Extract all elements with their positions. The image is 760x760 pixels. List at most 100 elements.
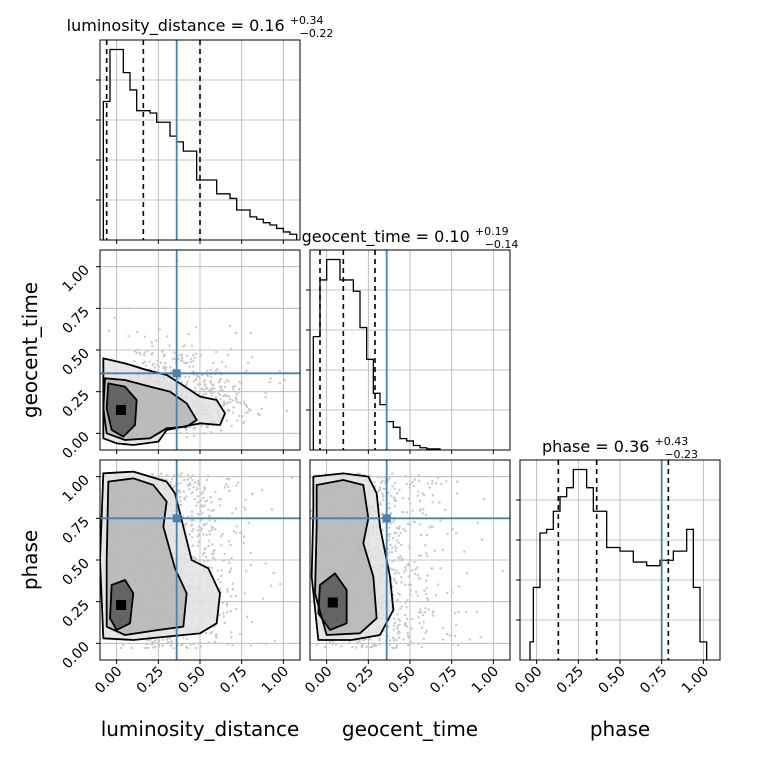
sample-point (203, 559, 206, 562)
sample-point (451, 642, 454, 646)
sample-point (231, 411, 235, 414)
sample-point (218, 504, 222, 507)
sample-point (186, 478, 190, 481)
sample-point (207, 508, 210, 511)
sample-point (479, 636, 482, 639)
sample-point (186, 474, 190, 477)
panel-content: 0.00 0.25 0.50 0.75 1.000.000.250.500.751.00… (59, 40, 720, 697)
sample-point (441, 548, 445, 552)
sample-point (232, 388, 235, 391)
y-tick-label: 0.75 (59, 304, 92, 337)
sample-point (211, 526, 215, 530)
sample-point (215, 633, 218, 636)
sample-point (395, 492, 399, 495)
sample-point (245, 369, 248, 372)
sample-point (183, 524, 187, 527)
x-tick-label: 1.00 (469, 664, 502, 697)
x-tick-label: 0.25 (554, 664, 587, 697)
sample-point (225, 419, 228, 422)
sample-point (231, 644, 234, 647)
sample-point (419, 533, 423, 537)
sample-point (425, 596, 429, 600)
sample-point (185, 436, 189, 439)
panel-layer (96, 40, 300, 244)
sample-point (212, 556, 215, 559)
sample-point (190, 510, 194, 513)
sample-point (261, 488, 264, 492)
sample-point (400, 543, 403, 547)
sample-point (107, 329, 110, 333)
sample-point (404, 475, 407, 478)
sample-point (235, 392, 238, 395)
sample-point (196, 529, 200, 532)
sample-point (187, 332, 190, 336)
sample-point (456, 644, 460, 647)
sample-point (441, 638, 445, 641)
sample-point (191, 365, 195, 368)
sample-point (245, 570, 248, 573)
sample-point (453, 634, 457, 638)
sample-point (226, 477, 229, 481)
sample-point (396, 624, 400, 627)
sample-point (268, 380, 271, 384)
sample-point (399, 607, 402, 611)
sample-point (183, 478, 186, 482)
sample-point (219, 581, 222, 584)
sample-point (168, 636, 172, 640)
sample-point (334, 642, 338, 646)
sample-point (264, 391, 267, 395)
sample-point (290, 476, 294, 479)
sample-point (393, 559, 396, 562)
sample-point (331, 412, 333, 414)
sample-point (246, 361, 250, 365)
sample-point (238, 414, 241, 418)
sample-point (153, 366, 157, 369)
sample-point (238, 380, 241, 384)
title-geocent-time: geocent_time = 0.10 +0.19 −0.14 (302, 220, 519, 251)
sample-point (193, 356, 196, 359)
sample-point (422, 508, 425, 511)
sample-point (221, 601, 224, 605)
sample-point (165, 335, 169, 338)
sample-point (220, 569, 223, 572)
sample-point (238, 632, 242, 636)
sample-point (395, 569, 398, 573)
contour-line (100, 470, 221, 641)
x-tick-label: 0.25 (134, 664, 167, 697)
sample-point (228, 540, 231, 543)
sample-point (197, 483, 200, 486)
sample-point (412, 485, 416, 488)
sample-point (431, 501, 434, 504)
sample-point (189, 476, 192, 479)
sample-point (455, 492, 459, 495)
sample-point (398, 631, 401, 634)
panel-clipped (100, 250, 333, 450)
sample-point (379, 503, 382, 507)
sample-point (229, 609, 232, 613)
sample-point (400, 581, 403, 584)
x-axis-label-luminosity-distance: luminosity_distance (101, 717, 300, 741)
sample-point (192, 427, 196, 430)
sample-point (397, 572, 400, 575)
sample-point (208, 519, 211, 522)
sample-point (480, 538, 484, 541)
sample-point (409, 589, 413, 592)
sample-point (227, 409, 231, 412)
sample-point (159, 361, 163, 365)
sample-point (136, 330, 139, 334)
sample-point (483, 497, 486, 501)
sample-point (378, 486, 382, 489)
sample-point (407, 497, 411, 501)
sample-point (148, 360, 151, 363)
sample-point (203, 388, 206, 391)
sample-point (205, 522, 208, 525)
sample-point (278, 381, 281, 385)
sample-point (431, 494, 435, 497)
x-tick-label: 0.50 (595, 664, 628, 697)
sample-point (201, 553, 205, 556)
sample-point (212, 391, 215, 394)
sample-point (210, 501, 213, 504)
sample-point (242, 400, 246, 403)
sample-point (457, 610, 460, 614)
